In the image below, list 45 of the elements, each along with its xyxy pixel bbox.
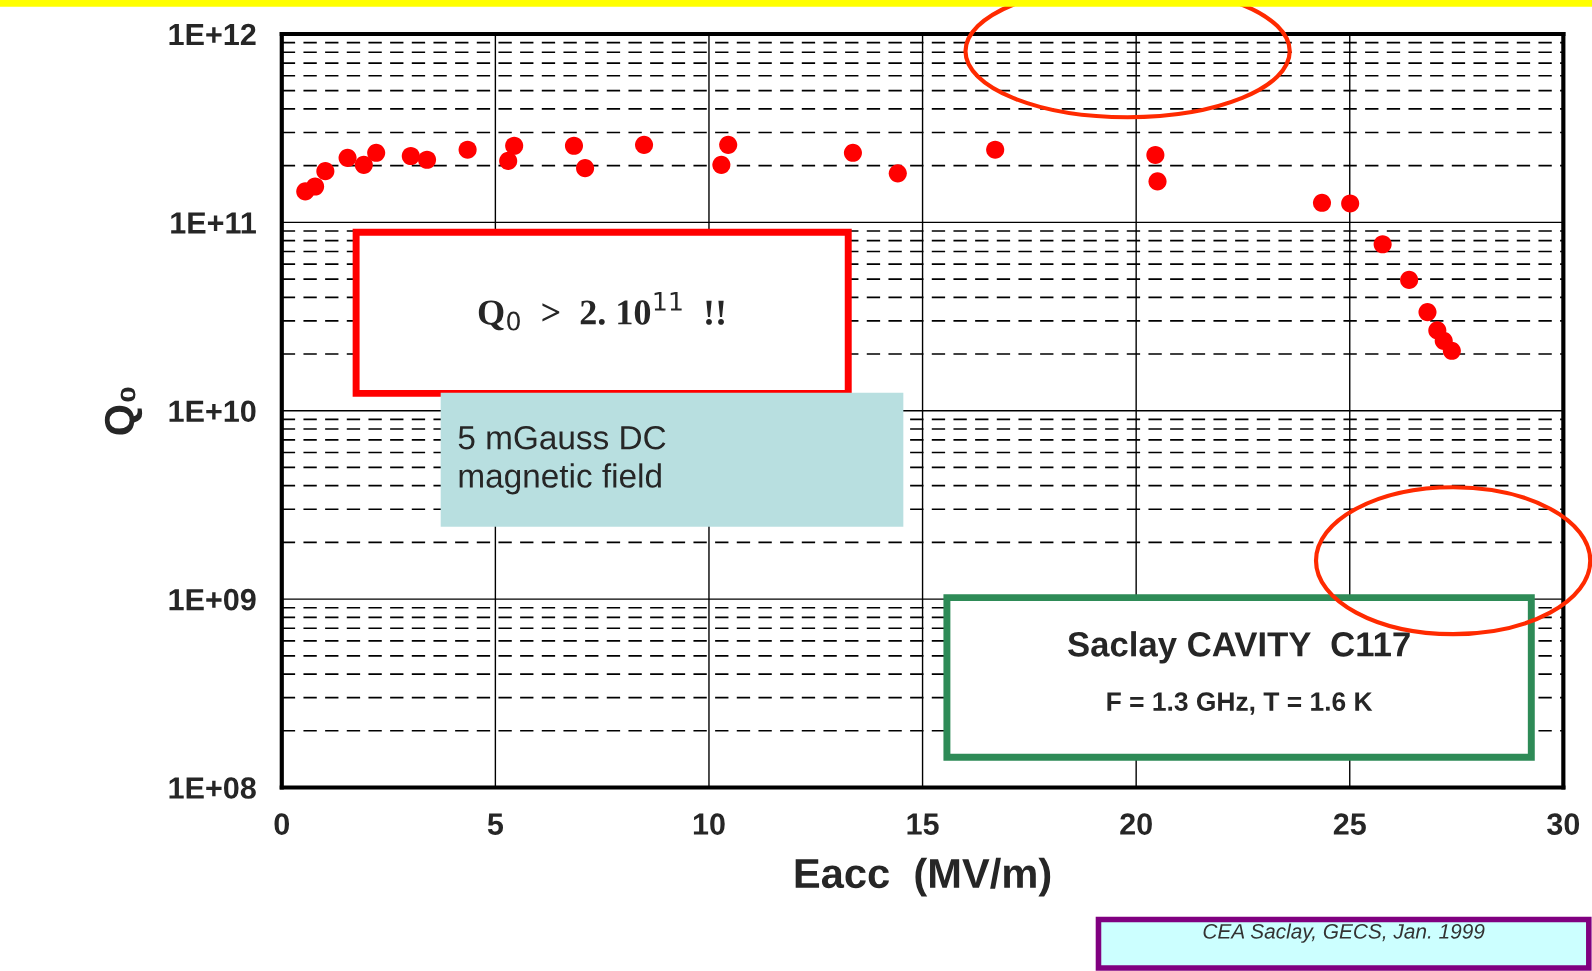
point bbox=[458, 140, 477, 159]
x-tick-label: 30 bbox=[1547, 813, 1580, 835]
annotation: F = 1.3 GHz, T = 1.6 K bbox=[1107, 692, 1373, 715]
point bbox=[1373, 235, 1392, 254]
x-tick-label: 0 bbox=[274, 813, 290, 835]
point bbox=[306, 177, 325, 196]
point bbox=[1341, 194, 1360, 213]
point bbox=[316, 162, 335, 181]
point bbox=[634, 135, 654, 154]
point bbox=[338, 148, 357, 167]
point bbox=[1418, 303, 1437, 322]
point bbox=[719, 135, 738, 154]
x-tick-label: 15 bbox=[907, 813, 939, 835]
point bbox=[401, 146, 420, 166]
point bbox=[986, 140, 1005, 159]
x-axis-title: Eacc (MV/m) bbox=[795, 857, 1051, 897]
annotation: Saclay CAVITY C117 bbox=[1067, 631, 1410, 664]
point bbox=[843, 143, 862, 162]
point bbox=[1312, 193, 1332, 212]
point bbox=[564, 136, 584, 155]
y-tick-label: 1E+09 bbox=[169, 588, 256, 611]
y-axis-title: Q₀ bbox=[104, 387, 143, 435]
point bbox=[1400, 270, 1419, 289]
y-tick-label: 1E+11 bbox=[171, 212, 256, 234]
text: CEA Saclay, GECS, Jan. 1999 bbox=[1203, 923, 1485, 943]
annotation: 5 mGauss DC magnetic field bbox=[458, 425, 666, 495]
point bbox=[712, 155, 731, 174]
point bbox=[1148, 172, 1167, 191]
x-tick-label: 5 bbox=[487, 813, 504, 835]
annotation: Q$_{0}$ > 2. 10$^{11}$ !! bbox=[478, 292, 724, 331]
point bbox=[576, 159, 595, 178]
y-tick-label: 1E+12 bbox=[169, 23, 256, 46]
y-tick-label: 1E+08 bbox=[169, 777, 256, 799]
x-tick-label: 25 bbox=[1333, 813, 1366, 835]
x-tick-label: 10 bbox=[693, 813, 725, 835]
point bbox=[417, 150, 437, 169]
point bbox=[505, 136, 524, 155]
point bbox=[888, 164, 907, 183]
point bbox=[367, 143, 386, 162]
point bbox=[499, 151, 518, 170]
point bbox=[354, 155, 373, 174]
point bbox=[1146, 145, 1165, 164]
x-tick-label: 20 bbox=[1120, 813, 1152, 835]
point bbox=[1442, 341, 1461, 360]
y-tick-label: 1E+10 bbox=[169, 400, 256, 423]
